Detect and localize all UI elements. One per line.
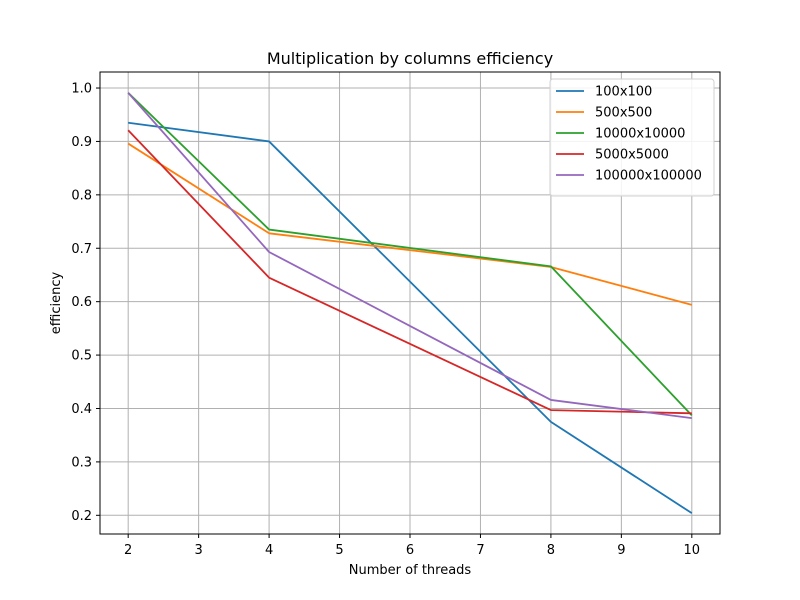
series-line-5000x5000 (127, 129, 692, 415)
x-tick-label: 8 (547, 543, 555, 558)
legend-box (549, 78, 715, 197)
series-line-100x100 (128, 121, 693, 514)
x-tick-label: 7 (476, 543, 484, 558)
series-line-100000x100000 (127, 92, 692, 419)
axis-ticks: 2 3 4 5 6 7 8 9 10 0.2 0.3 0.4 0.5 0.6 0.7 0.8 0.9 1.0 (71, 82, 700, 558)
x-tick-label: 5 (335, 543, 343, 558)
y-tick-label: 0.4 (71, 402, 92, 417)
x-tick-label: 3 (194, 543, 202, 558)
chart-title: Multiplication by columns efficiency (267, 49, 553, 68)
y-tick-label: 0.5 (71, 349, 92, 364)
x-tick-label: 2 (124, 543, 132, 558)
series-lines (127, 92, 693, 514)
legend-label: 500x500 (595, 106, 652, 121)
legend-label: 100000x100000 (595, 169, 702, 184)
legend-label: 10000x10000 (595, 127, 685, 142)
x-tick-label: 10 (684, 543, 701, 558)
y-tick-label: 0.3 (71, 455, 92, 470)
y-tick-label: 1.0 (71, 82, 92, 97)
y-tick-label: 0.2 (71, 509, 92, 524)
legend-label: 100x100 (595, 85, 652, 100)
legend: 100x100 500x500 10000x10000 5000x5000 100000… (549, 78, 715, 197)
y-axis-title: efficiency (49, 271, 64, 334)
x-tick-label: 9 (617, 543, 625, 558)
y-tick-label: 0.8 (71, 188, 92, 203)
y-tick-label: 0.7 (71, 242, 92, 257)
y-tick-label: 0.9 (71, 135, 92, 150)
y-tick-label: 0.6 (71, 295, 92, 310)
x-axis-title: Number of threads (349, 563, 472, 578)
series-line-10000x10000 (127, 92, 693, 417)
x-tick-label: 6 (406, 543, 414, 558)
x-tick-label: 4 (265, 543, 273, 558)
legend-label: 5000x5000 (595, 148, 669, 163)
series-line-500x500 (127, 142, 693, 306)
